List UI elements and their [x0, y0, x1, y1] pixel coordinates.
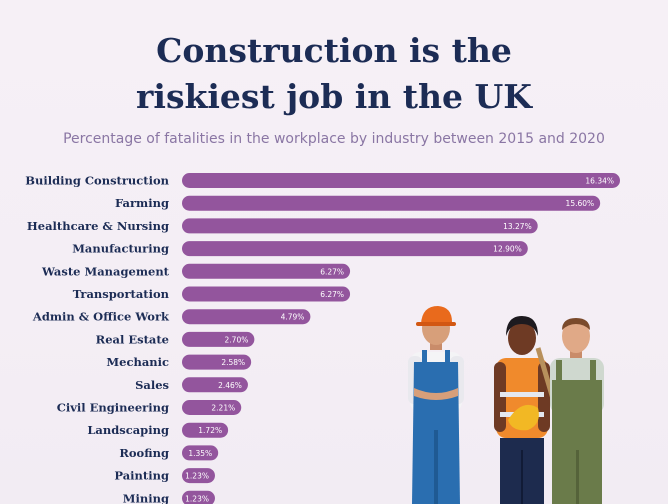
bar	[182, 331, 255, 347]
chart-title: Construction is the riskiest job in the …	[0, 28, 668, 120]
worker-right-figure	[535, 318, 604, 504]
chart-subtitle: Percentage of fatalities in the workplac…	[63, 131, 605, 147]
workers-illustration	[408, 306, 604, 504]
worker-middle-figure	[494, 316, 550, 504]
bar	[182, 490, 215, 504]
category-label: Transportation	[73, 287, 170, 301]
value-label: 2.58%	[221, 358, 245, 367]
bar	[182, 468, 215, 484]
value-label: 2.21%	[211, 404, 235, 413]
value-label: 13.27%	[503, 222, 532, 231]
bar	[182, 241, 528, 257]
category-label: Waste Management	[41, 264, 170, 278]
title-line-2: riskiest job in the UK	[136, 77, 532, 116]
bar	[182, 422, 229, 438]
bar	[182, 400, 242, 415]
category-label: Mechanic	[106, 355, 169, 369]
category-label: Painting	[114, 469, 169, 483]
value-label: 1.23%	[185, 472, 209, 481]
bar-chart: Building Construction 16.34% Farming 15.60%…	[25, 173, 620, 504]
category-label: Mining	[123, 491, 169, 504]
title-line-1: Construction is the	[156, 31, 512, 70]
bar	[182, 354, 252, 370]
category-label: Manufacturing	[72, 242, 169, 256]
category-label: Building Construction	[25, 174, 169, 188]
category-label: Roofing	[119, 446, 169, 460]
value-label: 4.79%	[281, 313, 305, 322]
value-label: 6.27%	[320, 267, 344, 276]
value-label: 1.72%	[198, 426, 222, 435]
category-label: Admin & Office Work	[32, 310, 170, 324]
value-label: 1.23%	[185, 494, 209, 503]
value-label: 15.60%	[566, 199, 595, 208]
value-label: 1.35%	[188, 449, 212, 458]
category-label: Real Estate	[96, 332, 169, 346]
bar	[182, 377, 248, 393]
bar	[182, 309, 311, 325]
value-label: 12.90%	[493, 245, 522, 254]
category-label: Civil Engineering	[57, 401, 169, 415]
value-label: 2.70%	[225, 335, 249, 344]
bar	[182, 445, 219, 461]
category-label: Healthcare & Nursing	[27, 219, 169, 233]
category-label: Landscaping	[87, 423, 169, 437]
bar	[182, 195, 601, 211]
worker-left-figure	[408, 306, 464, 504]
value-label: 16.34%	[585, 177, 614, 186]
bar	[182, 286, 351, 302]
category-label: Farming	[115, 196, 169, 210]
category-label: Sales	[135, 378, 169, 392]
bar	[182, 173, 620, 188]
value-label: 6.27%	[320, 290, 344, 299]
bar	[182, 263, 351, 279]
bar	[182, 218, 538, 234]
value-label: 2.46%	[218, 381, 242, 390]
